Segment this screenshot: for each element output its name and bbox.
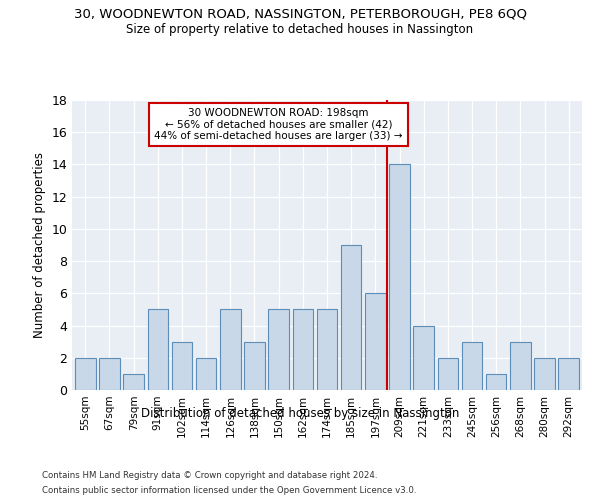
Bar: [172, 342, 192, 390]
Bar: [99, 358, 120, 390]
Bar: [75, 358, 95, 390]
Text: Contains HM Land Registry data © Crown copyright and database right 2024.: Contains HM Land Registry data © Crown c…: [42, 471, 377, 480]
Bar: [413, 326, 434, 390]
Text: 30, WOODNEWTON ROAD, NASSINGTON, PETERBOROUGH, PE8 6QQ: 30, WOODNEWTON ROAD, NASSINGTON, PETERBO…: [74, 8, 527, 20]
Bar: [389, 164, 410, 390]
Bar: [486, 374, 506, 390]
Text: 30 WOODNEWTON ROAD: 198sqm
← 56% of detached houses are smaller (42)
44% of semi: 30 WOODNEWTON ROAD: 198sqm ← 56% of deta…: [154, 108, 403, 142]
Bar: [510, 342, 530, 390]
Bar: [462, 342, 482, 390]
Bar: [437, 358, 458, 390]
Bar: [268, 310, 289, 390]
Bar: [534, 358, 555, 390]
Text: Contains public sector information licensed under the Open Government Licence v3: Contains public sector information licen…: [42, 486, 416, 495]
Bar: [341, 245, 361, 390]
Bar: [196, 358, 217, 390]
Text: Size of property relative to detached houses in Nassington: Size of property relative to detached ho…: [127, 22, 473, 36]
Text: Distribution of detached houses by size in Nassington: Distribution of detached houses by size …: [141, 408, 459, 420]
Bar: [559, 358, 579, 390]
Bar: [148, 310, 168, 390]
Bar: [124, 374, 144, 390]
Y-axis label: Number of detached properties: Number of detached properties: [33, 152, 46, 338]
Bar: [365, 294, 386, 390]
Bar: [293, 310, 313, 390]
Bar: [244, 342, 265, 390]
Bar: [317, 310, 337, 390]
Bar: [220, 310, 241, 390]
